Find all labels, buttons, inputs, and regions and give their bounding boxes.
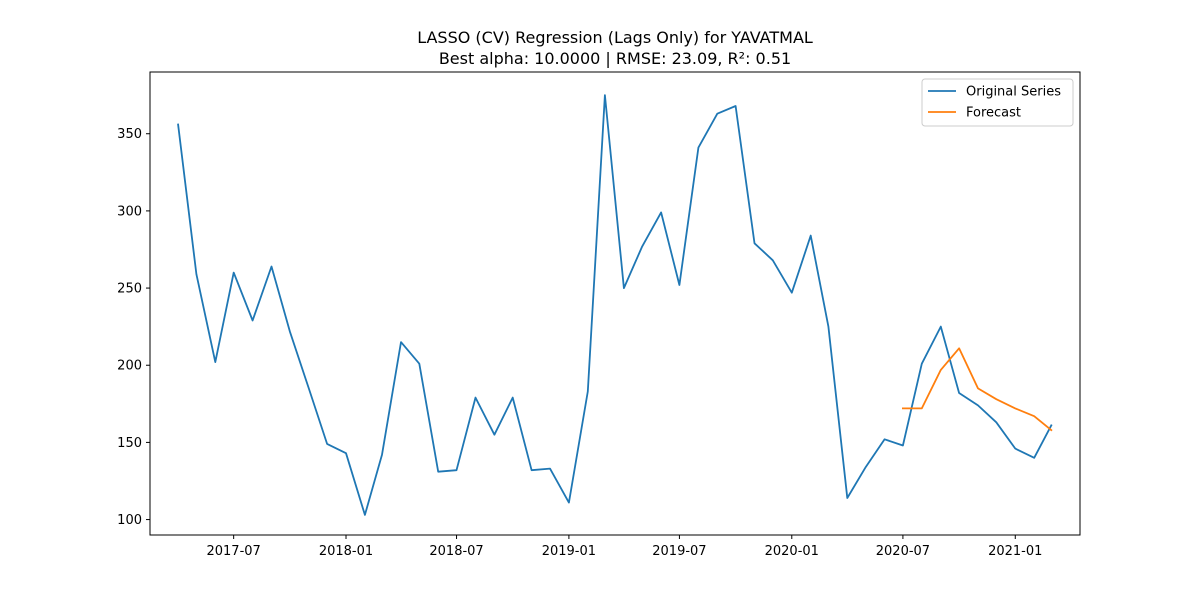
y-tick-label: 250 (117, 282, 142, 297)
x-tick-label: 2020-01 (765, 544, 819, 559)
chart-title: LASSO (CV) Regression (Lags Only) for YA… (417, 28, 813, 47)
legend-label: Forecast (966, 106, 1021, 121)
x-tick-label: 2020-07 (876, 544, 930, 559)
series-layer (177, 94, 1053, 516)
y-tick-label: 350 (117, 127, 142, 142)
legend-label: Original Series (966, 85, 1061, 100)
x-tick-label: 2018-01 (319, 544, 373, 559)
chart-subtitle: Best alpha: 10.0000 | RMSE: 23.09, R²: 0… (439, 49, 791, 68)
y-tick-label: 100 (117, 513, 142, 528)
legend: Original Series Forecast (921, 78, 1074, 127)
y-axis: 100 150 200 250 300 350 (117, 127, 150, 528)
x-tick-label: 2019-01 (542, 544, 596, 559)
series-line-forecast (902, 347, 1053, 432)
plot-area (149, 71, 1081, 536)
x-tick-label: 2018-07 (429, 544, 483, 559)
x-tick-label: 2021-01 (988, 544, 1042, 559)
y-tick-label: 300 (117, 204, 142, 219)
y-tick-label: 200 (117, 359, 142, 374)
y-tick-label: 150 (117, 436, 142, 451)
x-axis: 2017-07 2018-01 2018-07 2019-01 2019-07 2020-… (206, 535, 1042, 559)
legend-box (921, 78, 1074, 127)
series-line-original (177, 94, 1053, 516)
x-tick-label: 2019-07 (652, 544, 706, 559)
x-tick-label: 2017-07 (206, 544, 260, 559)
